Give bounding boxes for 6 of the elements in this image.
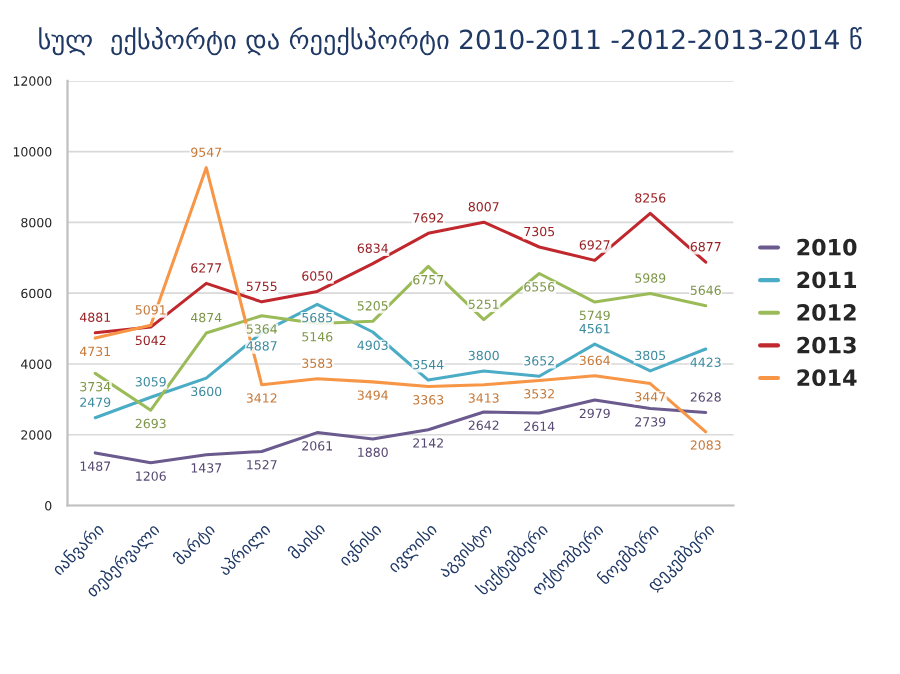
legend-label: 2011 <box>797 271 857 289</box>
chart-title: სულ ექსპორტი და რეექსპორტი 2010-2011 -2012-2013-2014 წ <box>39 26 862 56</box>
legend-label: 2014 <box>797 369 857 387</box>
legend-label: 2013 <box>797 336 856 354</box>
legend-label: 2012 <box>797 304 856 321</box>
legend-label: 2010 <box>797 238 857 256</box>
